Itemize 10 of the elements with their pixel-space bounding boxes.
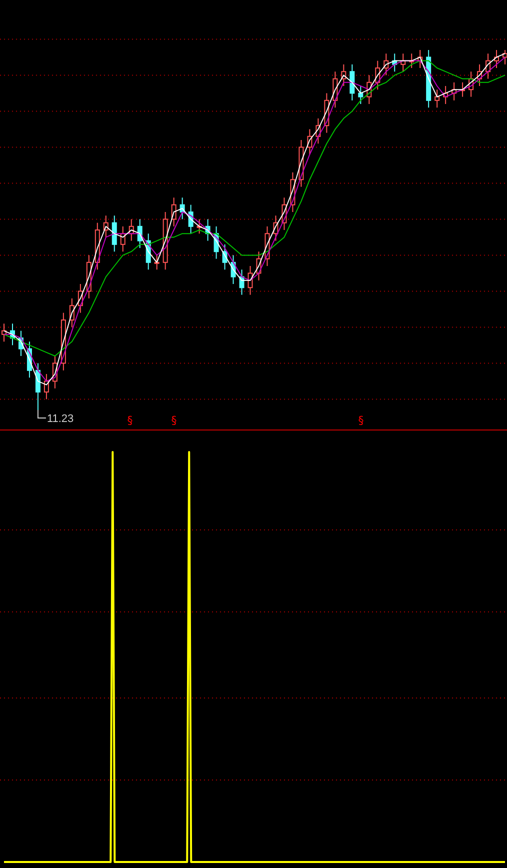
text: § (127, 414, 133, 427)
candlestick (350, 64, 355, 101)
candlestick (112, 215, 117, 252)
candlestick (154, 254, 160, 270)
candlestick (434, 89, 440, 108)
text: § (358, 414, 364, 427)
text: § (171, 414, 177, 427)
text: 11.23 (46, 412, 74, 425)
candlestick (494, 50, 500, 68)
candlestick (358, 86, 364, 104)
